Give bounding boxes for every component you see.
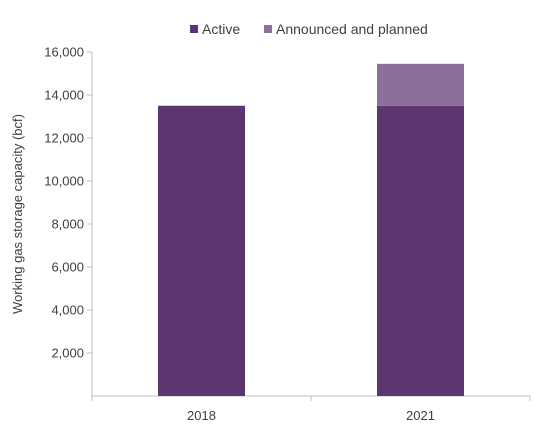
x-tick-label-2021: 2021: [406, 408, 435, 423]
legend-swatch-announced-and-planned: [264, 25, 272, 33]
y-tick-label: 4,000: [51, 303, 84, 318]
y-tick-label: 2,000: [51, 346, 84, 361]
bars: [158, 63, 464, 396]
y-tick-label: 8,000: [51, 217, 84, 232]
y-tick-label: 12,000: [44, 131, 84, 146]
y-tick-label: 14,000: [44, 88, 84, 103]
legend: Active Announced and planned: [190, 21, 428, 37]
y-tick-label: 10,000: [44, 174, 84, 189]
bar-announced-and-planned-2021: [377, 63, 464, 106]
legend-swatch-active: [190, 25, 198, 33]
y-tick-label: 16,000: [44, 45, 84, 60]
x-tick-label-2018: 2018: [187, 408, 216, 423]
legend-label-active: Active: [202, 21, 240, 37]
y-tick-label: 6,000: [51, 260, 84, 275]
y-axis-title: Working gas storage capacity (bcf): [10, 114, 25, 314]
bar-active-2018: [158, 105, 245, 396]
legend-label-announced-and-planned: Announced and planned: [276, 21, 428, 37]
axes: 2,000 4,000 6,000 8,000 10,000 12,000 14,000 16…: [44, 45, 531, 423]
bar-active-2021: [377, 105, 464, 396]
